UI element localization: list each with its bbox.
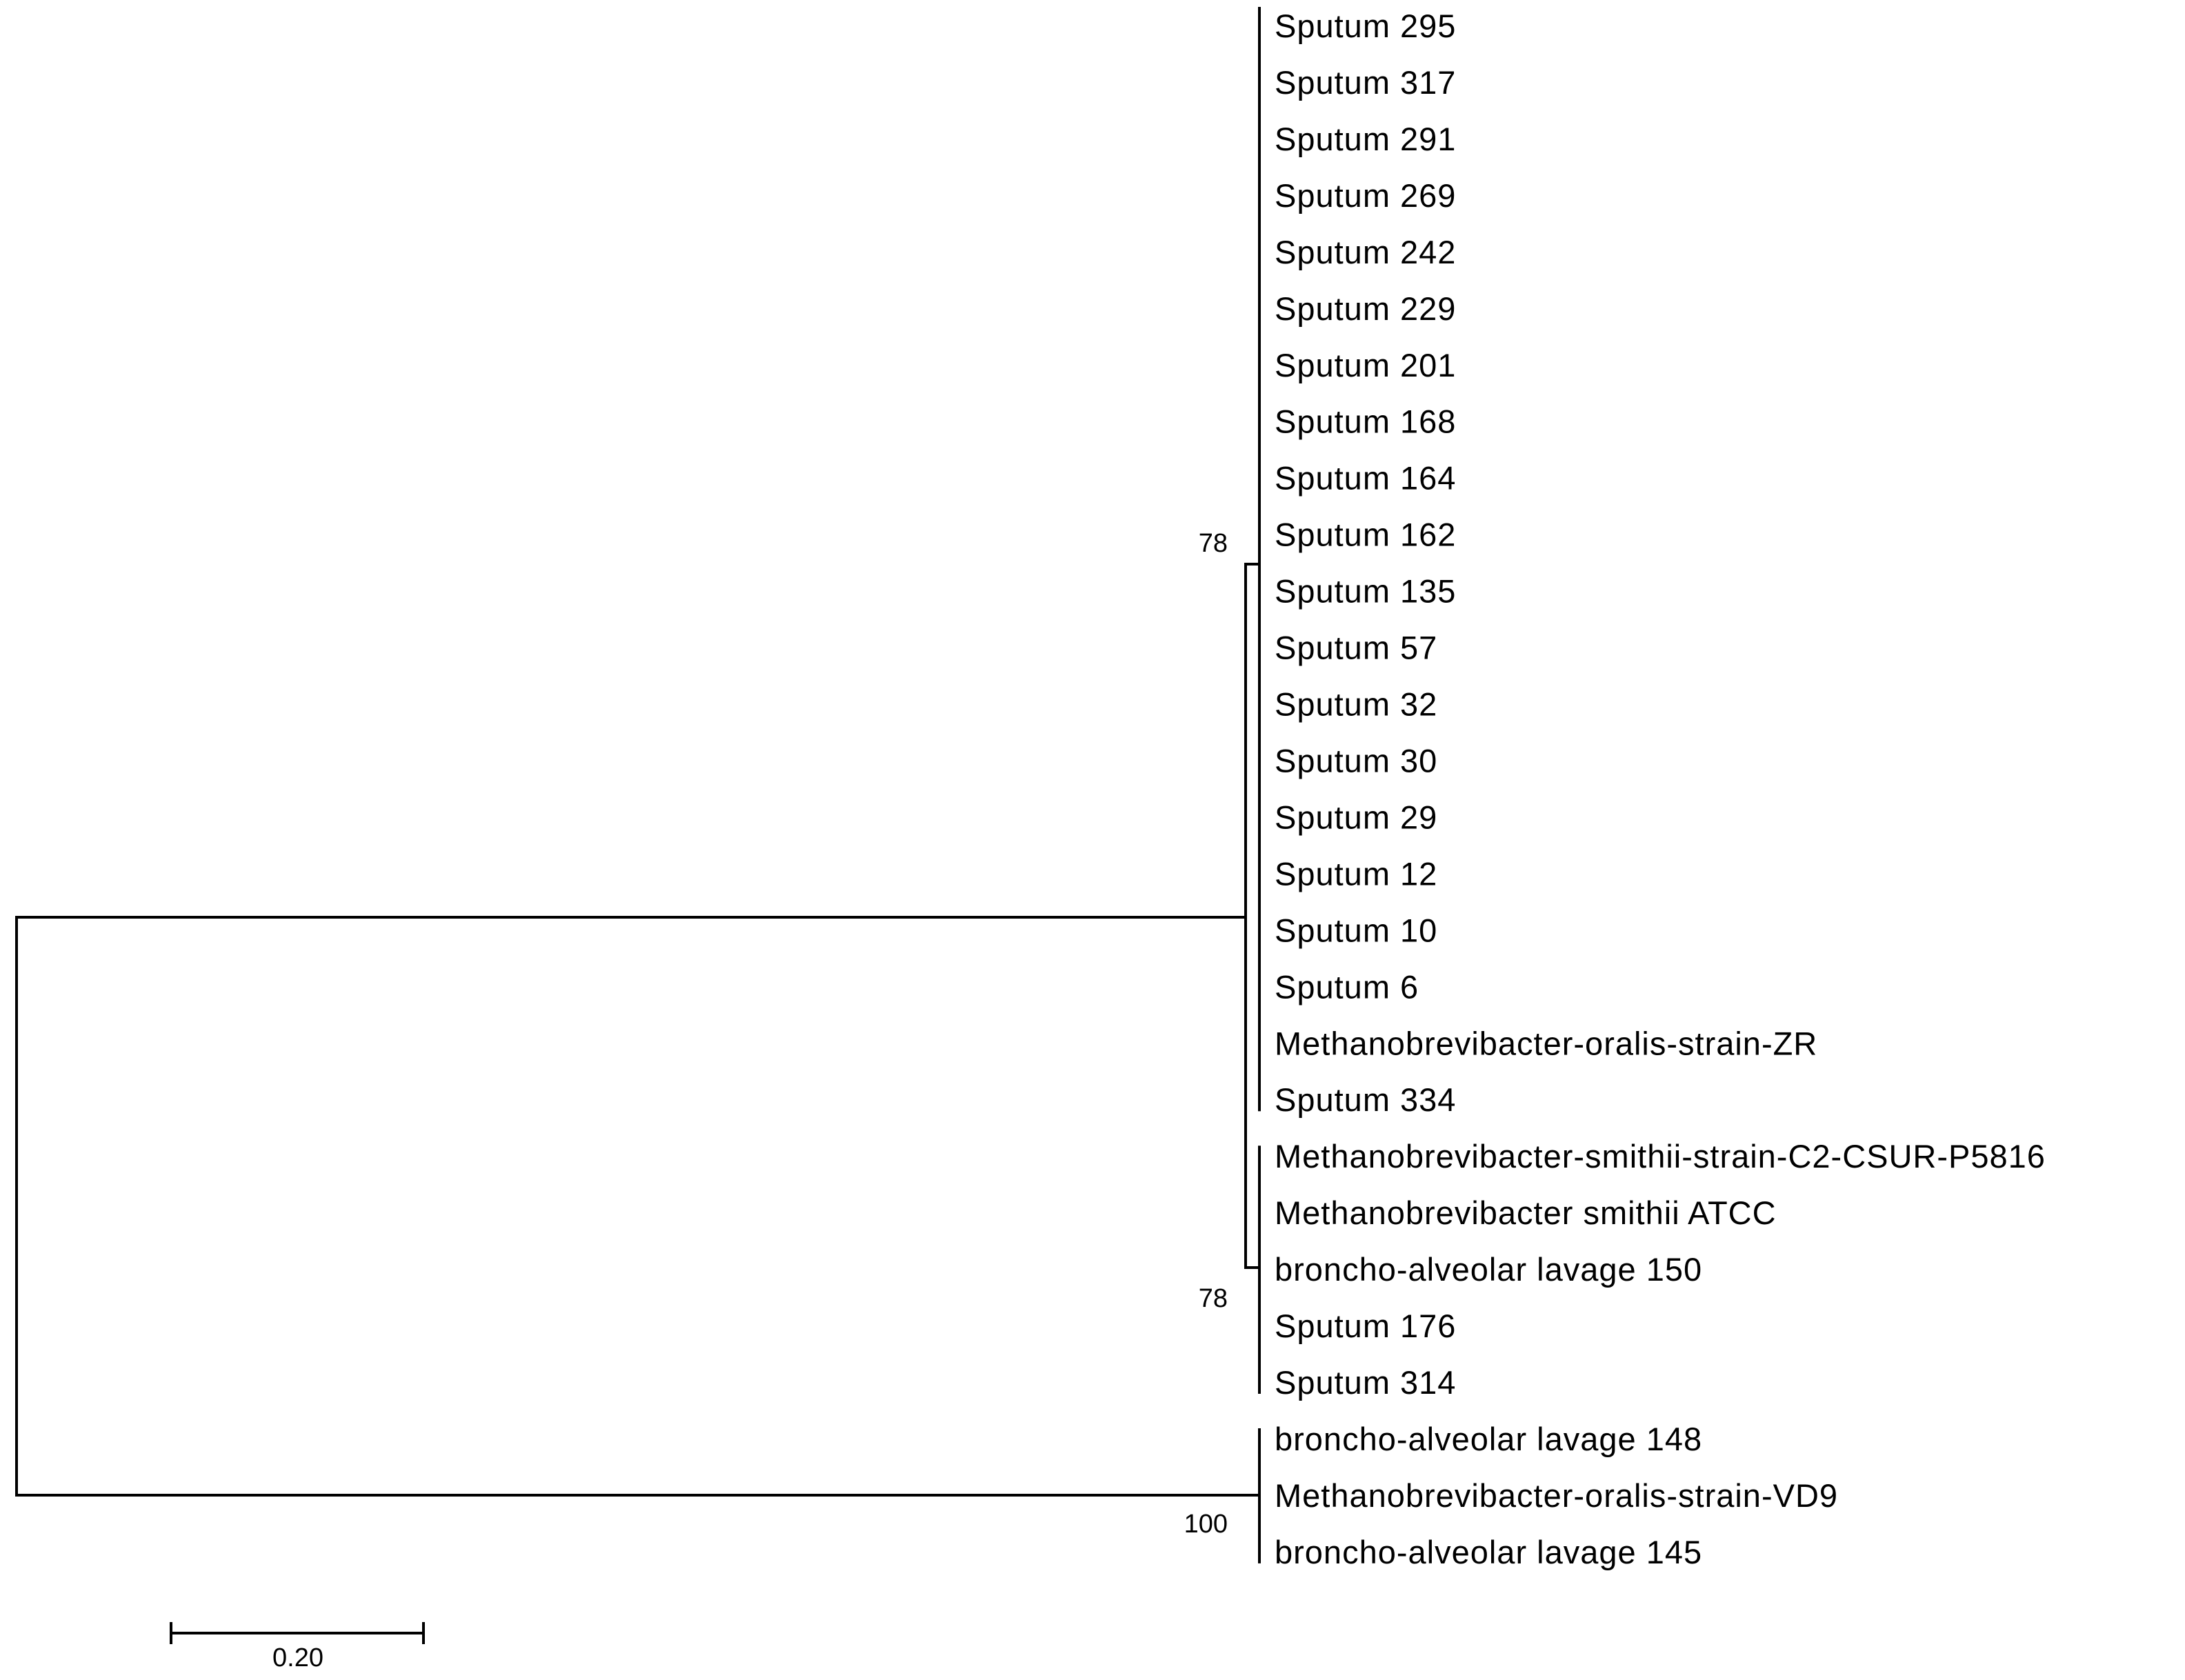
- leaf-label: Sputum 57: [1275, 630, 1437, 666]
- leaf-label: Sputum 32: [1275, 686, 1437, 723]
- leaf-label: Sputum 295: [1275, 8, 1456, 44]
- leaf-labels: Sputum 295 Sputum 317 Sputum 291 Sputum 269…: [1275, 8, 2046, 1570]
- leaf-label: broncho-alveolar lavage 145: [1275, 1534, 1702, 1570]
- leaf-label: Sputum 229: [1275, 290, 1456, 327]
- tree-branches: [15, 7, 1261, 1563]
- leaf-label: Sputum 6: [1275, 968, 1419, 1005]
- leaf-label: Sputum 30: [1275, 742, 1437, 779]
- leaf-label: Sputum 334: [1275, 1081, 1456, 1118]
- leaf-label: Sputum 317: [1275, 64, 1456, 101]
- leaf-label: Sputum 162: [1275, 517, 1456, 553]
- leaf-label: Sputum 176: [1275, 1308, 1456, 1344]
- bootstrap-values: 78 78 100: [1184, 529, 1228, 1539]
- bootstrap-value-clade-smithii: 78: [1199, 1284, 1228, 1313]
- leaf-label: Sputum 314: [1275, 1364, 1456, 1401]
- leaf-label: broncho-alveolar lavage 150: [1275, 1251, 1702, 1288]
- leaf-label: Sputum 168: [1275, 403, 1456, 440]
- scale-bar-label: 0.20: [272, 1643, 323, 1672]
- leaf-label: Sputum 135: [1275, 573, 1456, 610]
- leaf-label: Sputum 201: [1275, 347, 1456, 383]
- leaf-label: Sputum 164: [1275, 460, 1456, 497]
- leaf-label: Sputum 10: [1275, 912, 1437, 948]
- leaf-label: Sputum 269: [1275, 177, 1456, 214]
- bootstrap-value-clade-oralis-zr: 78: [1199, 529, 1228, 558]
- leaf-label: Methanobrevibacter-oralis-strain-ZR: [1275, 1025, 1817, 1061]
- leaf-label: Methanobrevibacter smithii ATCC: [1275, 1194, 1777, 1231]
- leaf-label: broncho-alveolar lavage 148: [1275, 1421, 1702, 1457]
- leaf-label: Methanobrevibacter-oralis-strain-VD9: [1275, 1477, 1838, 1514]
- leaf-label: Sputum 242: [1275, 234, 1456, 270]
- bootstrap-value-clade-oralis-vd9: 100: [1184, 1510, 1228, 1539]
- leaf-label: Sputum 29: [1275, 799, 1437, 835]
- scale-bar: 0.20: [170, 1622, 425, 1672]
- leaf-label: Sputum 12: [1275, 855, 1437, 892]
- leaf-label: Methanobrevibacter-smithii-strain-C2-CSU…: [1275, 1138, 2046, 1174]
- leaf-label: Sputum 291: [1275, 121, 1456, 157]
